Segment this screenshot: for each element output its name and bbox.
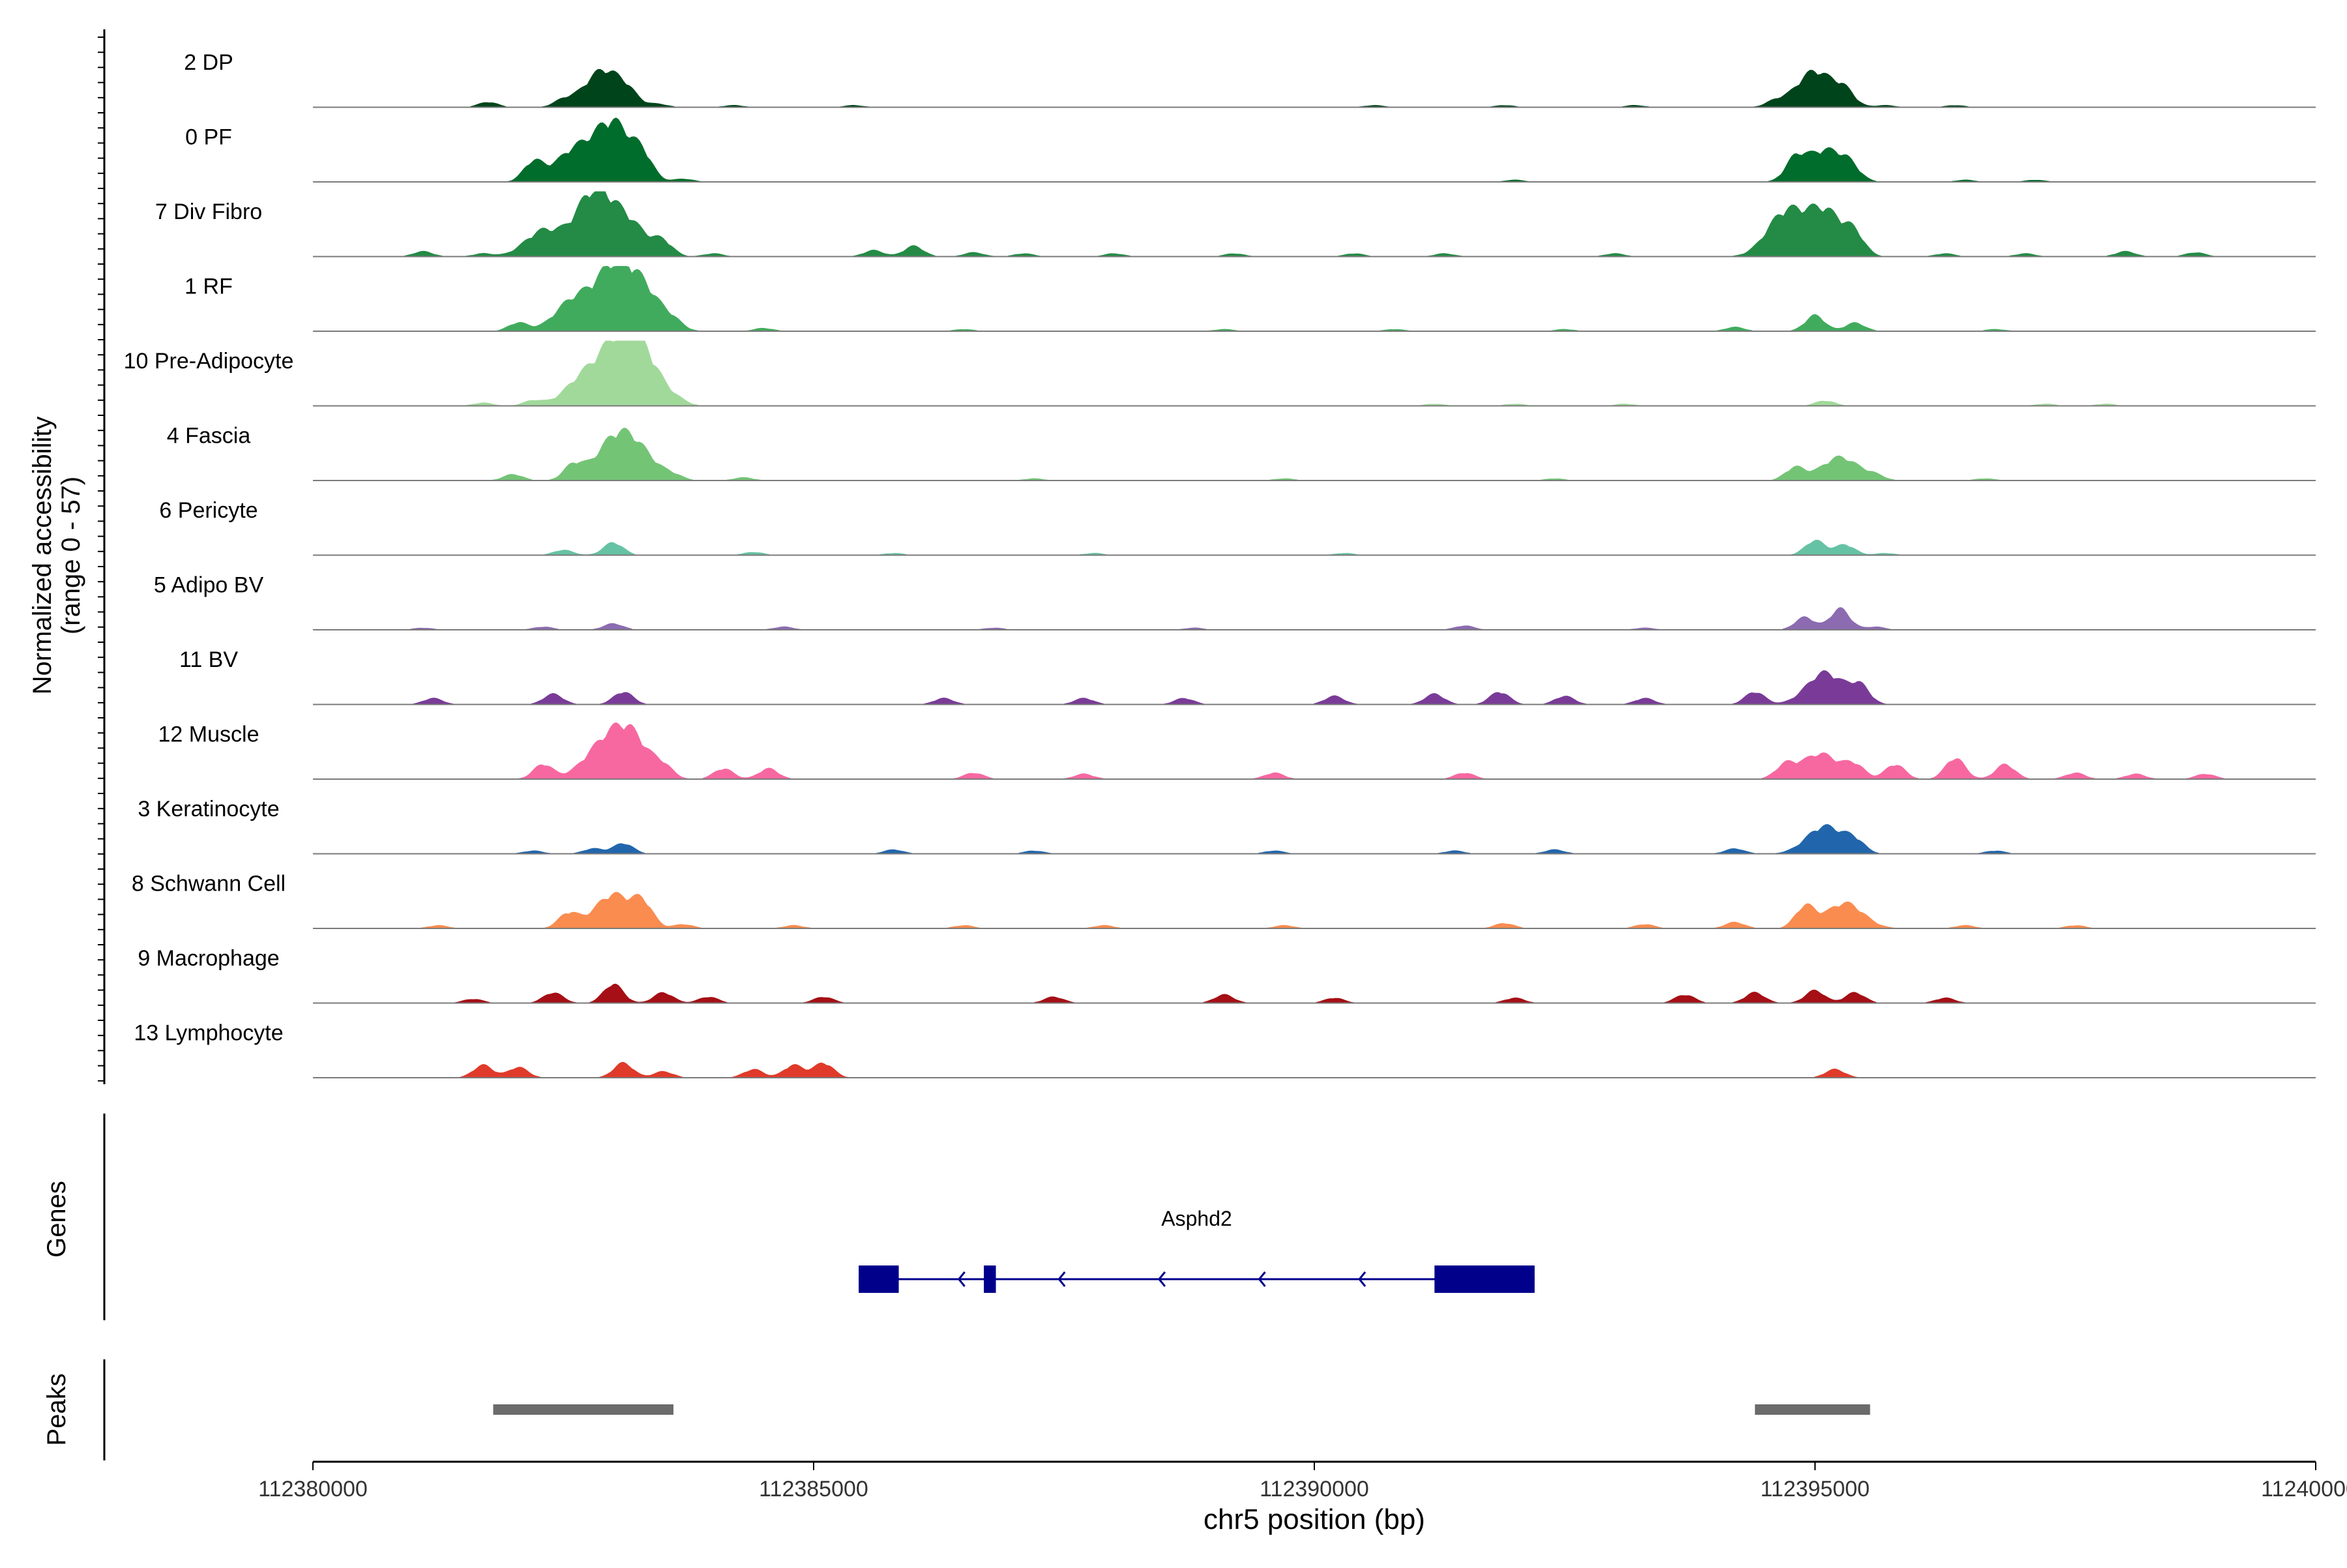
- y-axis-label: Normalized accessibility: [28, 417, 57, 695]
- axes: 112380000 112385000 112390000 112395000 1124…: [98, 29, 2347, 1501]
- track-12: 8 Schwann Cell: [132, 872, 2316, 929]
- track-label: 13 Lymphocyte: [134, 1021, 283, 1046]
- track-5: 10 Pre-Adipocyte: [124, 340, 2316, 407]
- strand-arrow: [1057, 1271, 1066, 1287]
- peak-track: [493, 1404, 1870, 1415]
- track-label: 5 Adipo BV: [154, 573, 264, 598]
- coverage-area: [313, 824, 2316, 854]
- gene-track: Asphd2: [859, 1207, 1535, 1293]
- coverage-area: [313, 68, 2316, 108]
- coverage-area: [313, 722, 2316, 779]
- x-tick-label: 112380000: [258, 1477, 368, 1501]
- coverage-area: [313, 539, 2316, 555]
- strand-arrow: [1258, 1271, 1266, 1287]
- track-6: 4 Fascia: [167, 424, 2316, 481]
- strand-arrow: [957, 1271, 966, 1287]
- coverage-area: [313, 117, 2316, 182]
- track-11: 3 Keratinocyte: [138, 797, 2316, 855]
- gene-exon: [859, 1265, 899, 1293]
- gene-name: Asphd2: [1161, 1207, 1232, 1230]
- coverage-area: [313, 670, 2316, 705]
- coverage-area: [313, 607, 2316, 630]
- gene-exon: [984, 1265, 996, 1293]
- track-label: 0 PF: [185, 125, 232, 150]
- coverage-area: [313, 891, 2316, 928]
- track-7: 6 Pericyte: [159, 498, 2316, 556]
- gene-exon: [1434, 1265, 1535, 1293]
- x-tick-label: 112385000: [759, 1477, 868, 1501]
- track-9: 11 BV: [179, 647, 2316, 705]
- track-label: 10 Pre-Adipocyte: [124, 349, 294, 374]
- track-label: 6 Pericyte: [159, 498, 258, 523]
- track-10: 12 Muscle: [158, 722, 2316, 780]
- peak-region: [493, 1404, 673, 1415]
- track-1: 2 DP: [184, 50, 2316, 108]
- peaks-label: Peaks: [42, 1373, 71, 1445]
- track-label: 4 Fascia: [167, 424, 251, 449]
- coverage-area: [313, 428, 2316, 481]
- genes-label: Genes: [42, 1181, 71, 1258]
- peak-region: [1754, 1404, 1870, 1415]
- strand-arrow: [1358, 1271, 1366, 1287]
- track-13: 9 Macrophage: [138, 946, 2316, 1004]
- track-3: 7 Div Fibro: [155, 191, 2316, 258]
- x-tick-label: 112395000: [1760, 1477, 1870, 1501]
- track-2: 0 PF: [185, 117, 2316, 183]
- track-label: 1 RF: [185, 274, 233, 299]
- coverage-area: [313, 1061, 2316, 1078]
- track-label: 8 Schwann Cell: [132, 872, 286, 896]
- track-label: 3 Keratinocyte: [138, 797, 279, 821]
- coverage-tracks: 2 DP 0 PF 7 Div Fibro 1 RF 10 Pre-Adipocyte 4…: [124, 50, 2316, 1078]
- track-label: 7 Div Fibro: [155, 200, 262, 224]
- strand-arrow: [1157, 1271, 1166, 1287]
- x-tick-label: 112390000: [1260, 1477, 1369, 1501]
- track-label: 11 BV: [179, 647, 238, 672]
- coverage-area: [313, 266, 2316, 331]
- track-label: 12 Muscle: [158, 722, 259, 747]
- coverage-area: [313, 191, 2316, 257]
- track-4: 1 RF: [185, 266, 2316, 332]
- y-axis-label-range: (range 0 - 57): [57, 477, 85, 634]
- track-14: 13 Lymphocyte: [134, 1021, 2316, 1078]
- x-tick-label: 112400000: [2261, 1477, 2347, 1501]
- coverage-area: [313, 983, 2316, 1003]
- x-axis-label: chr5 position (bp): [1203, 1503, 1425, 1535]
- coverage-area: [313, 340, 2316, 406]
- track-label: 9 Macrophage: [138, 946, 279, 971]
- track-label: 2 DP: [184, 50, 233, 75]
- track-8: 5 Adipo BV: [154, 573, 2316, 630]
